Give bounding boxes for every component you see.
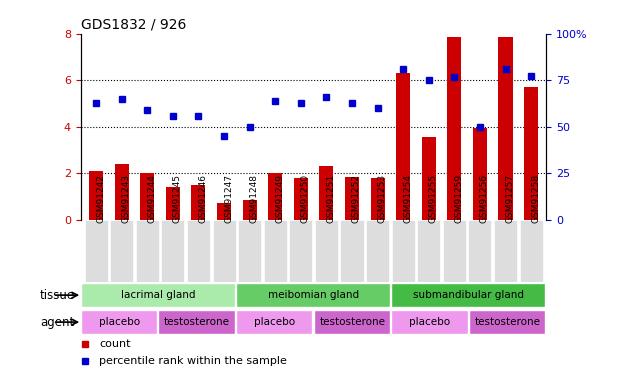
FancyBboxPatch shape (238, 220, 261, 282)
Bar (524, 87, 538, 220)
Bar (422, 137, 436, 220)
Text: GSM91256: GSM91256 (480, 174, 489, 223)
FancyBboxPatch shape (161, 220, 184, 282)
Text: GSM91244: GSM91244 (147, 174, 156, 223)
Bar (268, 173, 283, 220)
FancyBboxPatch shape (212, 220, 235, 282)
FancyBboxPatch shape (264, 220, 287, 282)
Text: placebo: placebo (254, 317, 296, 327)
Text: GSM91242: GSM91242 (96, 174, 105, 223)
Text: agent: agent (40, 316, 75, 328)
Bar (191, 185, 206, 220)
FancyBboxPatch shape (236, 283, 390, 307)
Bar (166, 187, 180, 220)
FancyBboxPatch shape (391, 283, 545, 307)
Text: GSM91247: GSM91247 (224, 174, 233, 223)
Bar (499, 37, 512, 220)
FancyBboxPatch shape (81, 283, 235, 307)
Bar (140, 173, 154, 220)
Text: GSM91253: GSM91253 (378, 174, 387, 223)
Text: lacrimal gland: lacrimal gland (121, 290, 196, 300)
FancyBboxPatch shape (110, 220, 133, 282)
Bar (294, 178, 308, 220)
Bar (319, 166, 333, 220)
Bar (396, 73, 410, 220)
Text: GSM91250: GSM91250 (301, 174, 310, 223)
Text: GSM91246: GSM91246 (199, 174, 207, 223)
Text: GDS1832 / 926: GDS1832 / 926 (81, 17, 186, 31)
Bar (345, 177, 359, 220)
Bar (371, 178, 384, 220)
Bar (473, 128, 487, 220)
FancyBboxPatch shape (340, 220, 363, 282)
Text: GSM91243: GSM91243 (122, 174, 130, 223)
Text: placebo: placebo (409, 317, 451, 327)
FancyBboxPatch shape (392, 220, 415, 282)
FancyBboxPatch shape (366, 220, 389, 282)
Text: tissue: tissue (39, 289, 75, 302)
Text: GSM91258: GSM91258 (531, 174, 540, 223)
Text: GSM91245: GSM91245 (173, 174, 182, 223)
FancyBboxPatch shape (158, 310, 235, 334)
Text: submandibular gland: submandibular gland (414, 290, 524, 300)
Text: testosterone: testosterone (474, 317, 541, 327)
Bar (243, 200, 256, 220)
FancyBboxPatch shape (81, 310, 157, 334)
Text: GSM91259: GSM91259 (455, 174, 463, 223)
Text: count: count (99, 339, 131, 349)
FancyBboxPatch shape (469, 310, 545, 334)
FancyBboxPatch shape (236, 310, 312, 334)
Bar (89, 171, 103, 220)
Bar (115, 164, 129, 220)
Text: testosterone: testosterone (319, 317, 386, 327)
FancyBboxPatch shape (136, 220, 159, 282)
FancyBboxPatch shape (494, 220, 517, 282)
FancyBboxPatch shape (443, 220, 466, 282)
Text: GSM91257: GSM91257 (505, 174, 515, 223)
FancyBboxPatch shape (315, 220, 338, 282)
FancyBboxPatch shape (520, 220, 543, 282)
Bar (217, 204, 231, 220)
Text: GSM91252: GSM91252 (352, 174, 361, 223)
Text: GSM91248: GSM91248 (250, 174, 258, 223)
Text: placebo: placebo (99, 317, 140, 327)
Text: GSM91255: GSM91255 (428, 174, 438, 223)
Text: meibomian gland: meibomian gland (268, 290, 359, 300)
Text: percentile rank within the sample: percentile rank within the sample (99, 356, 288, 366)
FancyBboxPatch shape (314, 310, 390, 334)
Text: GSM91254: GSM91254 (403, 174, 412, 223)
FancyBboxPatch shape (289, 220, 312, 282)
FancyBboxPatch shape (417, 220, 440, 282)
Text: GSM91251: GSM91251 (327, 174, 335, 223)
FancyBboxPatch shape (187, 220, 210, 282)
Text: GSM91249: GSM91249 (275, 174, 284, 223)
FancyBboxPatch shape (468, 220, 491, 282)
Bar (447, 37, 461, 220)
FancyBboxPatch shape (84, 220, 107, 282)
FancyBboxPatch shape (391, 310, 468, 334)
Text: testosterone: testosterone (164, 317, 230, 327)
